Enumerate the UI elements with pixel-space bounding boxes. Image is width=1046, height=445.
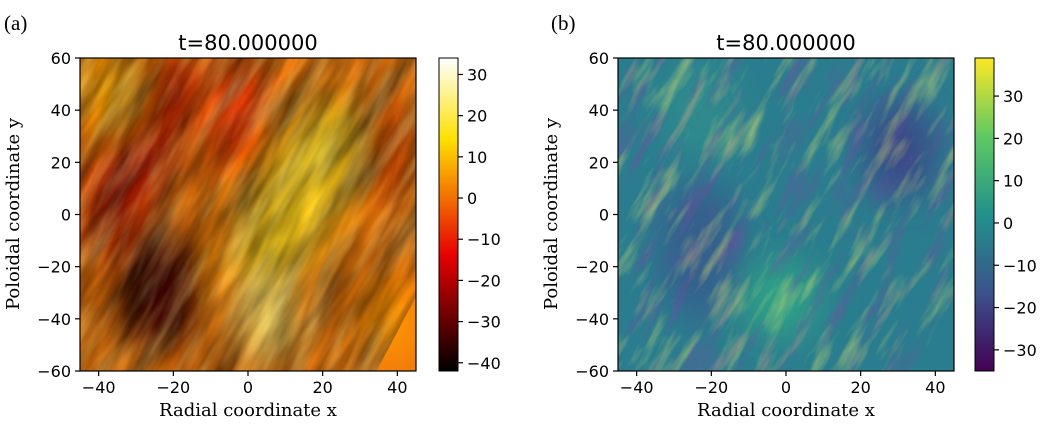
- panel-label-a: (a): [4, 11, 27, 35]
- y-tick-label-a: 60: [51, 49, 71, 68]
- colorbar-tick-label-a: −10: [467, 230, 501, 249]
- y-tick-label-b: 20: [589, 153, 609, 172]
- colorbar-tick-label-a: 20: [467, 107, 487, 126]
- panel-label-b: (b): [551, 11, 576, 35]
- colorbar-tick-label-b: 20: [1003, 129, 1023, 148]
- x-tick-label-a: −40: [82, 378, 116, 397]
- x-axis-label-a: Radial coordinate x: [159, 400, 337, 421]
- colorbar-tick-label-a: 10: [467, 148, 487, 167]
- x-tick-label-a: 20: [312, 378, 332, 397]
- y-tick-label-a: 40: [51, 101, 71, 120]
- tick-layer: −40 −20 0 20 40 60 40 20 0 −20 −40 −60 30 20 10 0 −10 −20…: [37, 49, 1037, 397]
- x-tick-label-b: 0: [781, 378, 791, 397]
- colorbar-b: [974, 57, 995, 372]
- chart-title-a: t=80.000000: [178, 31, 317, 55]
- colorbar-tick-label-b: −10: [1003, 256, 1037, 275]
- colorbar-tick-label-b: 0: [1003, 214, 1013, 233]
- colorbar-tick-label-b: 10: [1003, 172, 1023, 191]
- y-tick-label-a: −40: [37, 310, 71, 329]
- y-tick-label-b: 60: [589, 49, 609, 68]
- y-tick-label-b: 40: [589, 101, 609, 120]
- colorbar-a: [438, 57, 459, 372]
- colorbar-tick-label-a: 0: [467, 189, 477, 208]
- y-tick-label-b: 0: [599, 206, 609, 225]
- y-tick-label-a: −20: [37, 258, 71, 277]
- y-tick-label-a: 20: [51, 153, 71, 172]
- x-tick-label-a: 0: [243, 378, 253, 397]
- colorbar-tick-label-b: 30: [1003, 87, 1023, 106]
- y-axis-label-a: Poloidal coordinate y: [3, 117, 24, 310]
- heatmap-a: [80, 58, 416, 371]
- chart-title-b: t=80.000000: [716, 31, 855, 55]
- x-tick-label-b: −20: [694, 378, 728, 397]
- colorbar-tick-label-a: −20: [467, 271, 501, 290]
- y-tick-label-a: 0: [61, 206, 71, 225]
- y-tick-label-b: −40: [575, 310, 609, 329]
- x-tick-label-a: 40: [387, 378, 407, 397]
- y-axis-label-b: Poloidal coordinate y: [541, 117, 562, 310]
- x-tick-label-b: 20: [850, 378, 870, 397]
- x-tick-label-a: −20: [156, 378, 190, 397]
- y-tick-label-a: −60: [37, 362, 71, 381]
- x-axis-label-b: Radial coordinate x: [697, 400, 875, 421]
- heatmap-b: [618, 58, 954, 371]
- y-tick-label-b: −20: [575, 258, 609, 277]
- x-tick-label-b: 40: [925, 378, 945, 397]
- y-tick-label-b: −60: [575, 362, 609, 381]
- colorbar-tick-label-a: 30: [467, 65, 487, 84]
- colorbar-tick-label-b: −20: [1003, 299, 1037, 318]
- colorbar-tick-label-a: −30: [467, 313, 501, 332]
- colorbar-tick-label-b: −30: [1003, 341, 1037, 360]
- colorbar-tick-label-a: −40: [467, 354, 501, 373]
- x-tick-label-b: −40: [620, 378, 654, 397]
